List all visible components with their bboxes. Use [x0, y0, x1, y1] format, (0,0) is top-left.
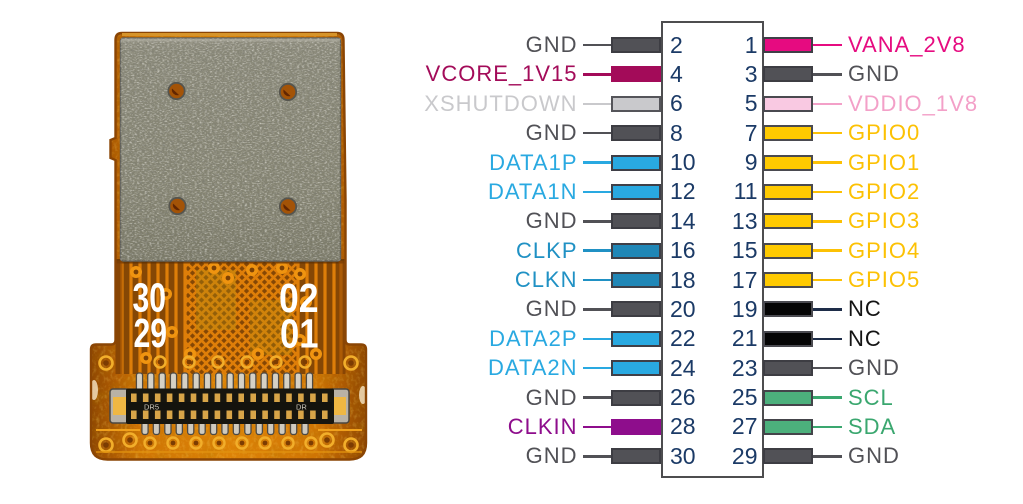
- svg-text:30: 30: [133, 275, 167, 321]
- svg-text:DR5: DR5: [144, 403, 159, 412]
- svg-text:02: 02: [279, 275, 319, 321]
- svg-text:29: 29: [134, 310, 168, 356]
- svg-text:DR: DR: [296, 403, 307, 412]
- svg-text:01: 01: [280, 311, 319, 357]
